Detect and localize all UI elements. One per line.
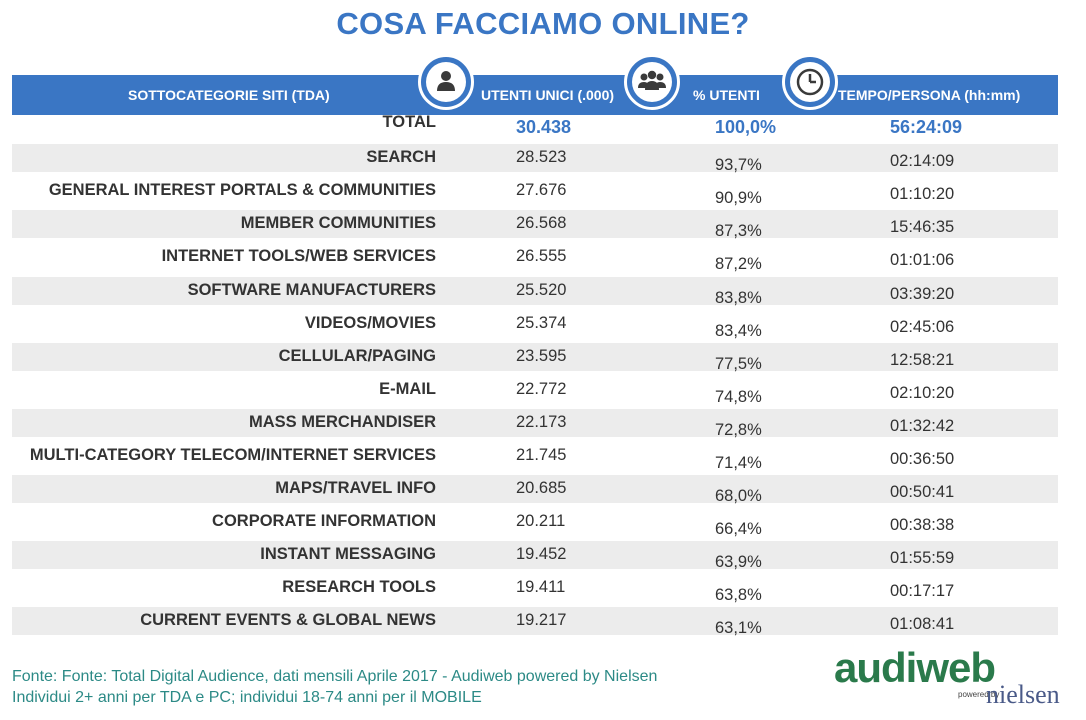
source-line-1: Fonte: Fonte: Total Digital Audience, da… bbox=[12, 668, 658, 685]
row-unique-users: 20.211 bbox=[516, 512, 566, 530]
row-time: 56:24:09 bbox=[890, 117, 963, 137]
row-pct-users: 71,4% bbox=[715, 454, 762, 472]
row-unique-users: 26.555 bbox=[516, 247, 567, 265]
table-row-total: TOTAL 30.438 100,0% 56:24:09 bbox=[12, 113, 1058, 141]
row-category: MEMBER COMMUNITIES bbox=[240, 214, 436, 232]
row-pct-users: 100,0% bbox=[715, 117, 777, 137]
row-time: 00:36:50 bbox=[890, 450, 955, 468]
row-unique-users: 19.411 bbox=[516, 578, 566, 596]
row-time: 01:10:20 bbox=[890, 185, 955, 203]
row-unique-users: 26.568 bbox=[516, 214, 567, 232]
table-row: VIDEOS/MOVIES 25.374 83,4% 02:45:06 bbox=[12, 310, 1058, 340]
row-pct-users: 72,8% bbox=[715, 421, 762, 439]
header-pct-users: % UTENTI bbox=[693, 87, 760, 103]
row-unique-users: 30.438 bbox=[516, 117, 572, 137]
source-note: Fonte: Fonte: Total Digital Audience, da… bbox=[12, 666, 657, 708]
table-row: GENERAL INTEREST PORTALS & COMMUNITIES 2… bbox=[12, 177, 1058, 207]
row-pct-users: 93,7% bbox=[715, 156, 762, 174]
row-category: MULTI-CATEGORY TELECOM/INTERNET SERVICES bbox=[29, 446, 436, 464]
row-category: SEARCH bbox=[366, 148, 436, 166]
row-pct-users: 68,0% bbox=[715, 487, 762, 505]
table-row: INTERNET TOOLS/WEB SERVICES 26.555 87,2%… bbox=[12, 243, 1058, 273]
row-unique-users: 27.676 bbox=[516, 181, 567, 199]
row-unique-users: 28.523 bbox=[516, 148, 567, 166]
row-pct-users: 63,9% bbox=[715, 553, 762, 571]
row-category: MAPS/TRAVEL INFO bbox=[275, 479, 436, 497]
row-time: 00:17:17 bbox=[890, 582, 955, 600]
table-row: MASS MERCHANDISER 22.173 72,8% 01:32:42 bbox=[12, 409, 1058, 439]
row-unique-users: 20.685 bbox=[516, 479, 567, 497]
table-row: E-MAIL 22.772 74,8% 02:10:20 bbox=[12, 376, 1058, 406]
row-category: TOTAL bbox=[382, 113, 436, 131]
nielsen-wordmark: nielsen bbox=[986, 680, 1060, 709]
row-time: 02:10:20 bbox=[890, 384, 955, 402]
row-pct-users: 90,9% bbox=[715, 189, 762, 207]
table-row: SOFTWARE MANUFACTURERS 25.520 83,8% 03:3… bbox=[12, 277, 1058, 307]
row-time: 02:45:06 bbox=[890, 318, 955, 336]
row-category: GENERAL INTEREST PORTALS & COMMUNITIES bbox=[48, 181, 436, 199]
row-time: 02:14:09 bbox=[890, 152, 955, 170]
row-unique-users: 22.772 bbox=[516, 380, 567, 398]
row-time: 12:58:21 bbox=[890, 351, 955, 369]
powered-by-text: powered by bbox=[958, 690, 1000, 699]
row-time: 01:55:59 bbox=[890, 549, 955, 567]
row-category: CELLULAR/PAGING bbox=[278, 347, 436, 365]
table-row: CELLULAR/PAGING 23.595 77,5% 12:58:21 bbox=[12, 343, 1058, 373]
row-unique-users: 25.374 bbox=[516, 314, 567, 332]
person-icon bbox=[418, 54, 474, 110]
row-pct-users: 83,8% bbox=[715, 289, 762, 307]
row-unique-users: 19.452 bbox=[516, 545, 567, 563]
row-category: INTERNET TOOLS/WEB SERVICES bbox=[161, 247, 436, 265]
row-time: 00:50:41 bbox=[890, 483, 955, 501]
audiweb-logo: audiweb powered by nielsen bbox=[834, 644, 1064, 712]
source-line-2: Individui 2+ anni per TDA e PC; individu… bbox=[12, 689, 482, 706]
row-time: 01:01:06 bbox=[890, 251, 955, 269]
row-unique-users: 19.217 bbox=[516, 611, 567, 629]
row-unique-users: 25.520 bbox=[516, 281, 567, 299]
audiweb-wordmark: audiweb bbox=[834, 644, 996, 691]
row-unique-users: 23.595 bbox=[516, 347, 567, 365]
header-time-per-person: TEMPO/PERSONA (hh:mm) bbox=[838, 87, 1021, 103]
row-pct-users: 63,1% bbox=[715, 619, 762, 637]
row-pct-users: 63,8% bbox=[715, 586, 762, 604]
page-title: COSA FACCIAMO ONLINE? bbox=[336, 6, 750, 41]
table-row: SEARCH 28.523 93,7% 02:14:09 bbox=[12, 144, 1058, 174]
row-category: VIDEOS/MOVIES bbox=[304, 314, 436, 332]
row-category: INSTANT MESSAGING bbox=[260, 545, 436, 563]
table-row: CORPORATE INFORMATION 20.211 66,4% 00:38… bbox=[12, 508, 1058, 538]
row-pct-users: 66,4% bbox=[715, 520, 762, 538]
row-category: SOFTWARE MANUFACTURERS bbox=[187, 281, 436, 299]
row-category: MASS MERCHANDISER bbox=[248, 413, 436, 431]
row-category: CORPORATE INFORMATION bbox=[212, 512, 436, 530]
table-row: MEMBER COMMUNITIES 26.568 87,3% 15:46:35 bbox=[12, 210, 1058, 240]
row-time: 15:46:35 bbox=[890, 218, 955, 236]
table-row: INSTANT MESSAGING 19.452 63,9% 01:55:59 bbox=[12, 541, 1058, 571]
row-pct-users: 87,3% bbox=[715, 222, 762, 240]
row-pct-users: 74,8% bbox=[715, 388, 762, 406]
clock-icon bbox=[782, 54, 838, 110]
row-category: RESEARCH TOOLS bbox=[282, 578, 436, 596]
row-time: 01:08:41 bbox=[890, 615, 955, 633]
row-pct-users: 87,2% bbox=[715, 255, 762, 273]
row-time: 01:32:42 bbox=[890, 417, 955, 435]
row-time: 03:39:20 bbox=[890, 285, 955, 303]
row-unique-users: 21.745 bbox=[516, 446, 567, 464]
header-unique-users: UTENTI UNICI (.000) bbox=[481, 87, 615, 103]
row-pct-users: 77,5% bbox=[715, 355, 762, 373]
table-header-bar bbox=[12, 75, 1058, 115]
table-row: MAPS/TRAVEL INFO 20.685 68,0% 00:50:41 bbox=[12, 475, 1058, 505]
table-row: CURRENT EVENTS & GLOBAL NEWS 19.217 63,1… bbox=[12, 607, 1058, 637]
row-category: CURRENT EVENTS & GLOBAL NEWS bbox=[140, 611, 436, 629]
group-icon bbox=[624, 54, 680, 110]
row-pct-users: 83,4% bbox=[715, 322, 762, 340]
header-category: SOTTOCATEGORIE SITI (TDA) bbox=[128, 87, 330, 103]
table-row: RESEARCH TOOLS 19.411 63,8% 00:17:17 bbox=[12, 574, 1058, 604]
row-time: 00:38:38 bbox=[890, 516, 955, 534]
row-category: E-MAIL bbox=[379, 380, 436, 398]
row-unique-users: 22.173 bbox=[516, 413, 567, 431]
table-row: MULTI-CATEGORY TELECOM/INTERNET SERVICES… bbox=[12, 442, 1058, 472]
